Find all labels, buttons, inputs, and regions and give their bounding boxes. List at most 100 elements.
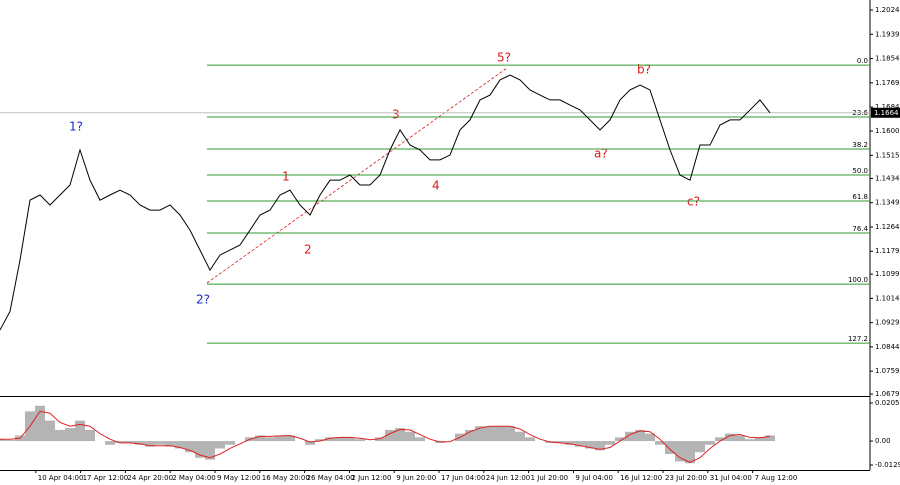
wave-label: c?	[687, 195, 700, 209]
macd-bar	[745, 439, 755, 442]
macd-bar	[145, 441, 155, 447]
y-tick-label: 1.1515	[875, 151, 900, 159]
y-tick-label: 1.1939	[875, 30, 900, 38]
macd-bar	[575, 441, 585, 447]
macd-bar	[305, 441, 315, 445]
x-tick-label: 9 May 12:00	[217, 474, 261, 482]
macd-bar	[645, 433, 655, 442]
macd-bar	[595, 441, 605, 451]
y-tick-label: 1.0679	[875, 390, 900, 398]
y-tick-label: 1.2024	[875, 6, 900, 14]
y-tick-label: 1.0844	[875, 343, 900, 351]
macd-bar	[525, 437, 535, 442]
macd-bar	[505, 426, 515, 442]
macd-bar	[635, 429, 645, 442]
macd-bar	[685, 441, 695, 464]
macd-bar	[415, 437, 425, 442]
macd-bar	[615, 437, 625, 442]
y-tick-label: 1.1769	[875, 79, 900, 87]
fib-label: 0.0	[857, 57, 868, 65]
macd-bar	[35, 405, 45, 442]
macd-bar	[115, 441, 125, 443]
x-tick-label: 26 May 04:00	[307, 474, 355, 482]
y-tick-label: 1.1349	[875, 199, 900, 207]
x-tick-label: 24 Jun 12:00	[486, 474, 530, 482]
wave-label: 2	[304, 243, 312, 257]
x-tick-label: 7 Aug 12:00	[755, 474, 798, 482]
x-tick-label: 2 May 04:00	[172, 474, 216, 482]
y-tick-label: 1.1854	[875, 55, 900, 63]
macd-bar	[675, 441, 685, 462]
y-tick-label: 1.1179	[875, 247, 900, 255]
x-tick-label: 17 Jun 04:00	[441, 474, 485, 482]
macd-bar	[585, 441, 595, 449]
y-tick-label: 1.1099	[875, 270, 900, 278]
macd-bar	[465, 429, 475, 442]
x-tick-label: 24 Apr 20:00	[127, 474, 173, 482]
macd-bar	[395, 428, 405, 442]
y-tick-label: 1.1684	[875, 103, 900, 111]
fib-label: 61.8	[852, 193, 868, 201]
fib-label: 50.0	[852, 167, 868, 175]
macd-bar	[755, 437, 765, 442]
y-tick-label: 1.0759	[875, 367, 900, 375]
macd-bar	[485, 426, 495, 442]
macd-bar	[215, 441, 225, 449]
macd-bar	[715, 437, 725, 442]
wave-label: 1	[282, 170, 290, 184]
y-tick-label: 1.0929	[875, 319, 900, 327]
x-tick-label: 9 Jun 20:00	[396, 474, 436, 482]
macd-bar	[165, 441, 175, 447]
y-tick-label: 1.1014	[875, 294, 900, 302]
macd-bar	[175, 441, 185, 449]
macd-bar	[65, 428, 75, 442]
wave-label: 3	[392, 108, 400, 122]
macd-bar	[475, 426, 485, 442]
macd-bar	[285, 435, 295, 442]
macd-bar	[495, 426, 505, 442]
macd-bar	[335, 437, 345, 442]
macd-bar	[555, 441, 565, 443]
macd-bar	[225, 441, 235, 445]
macd-bar	[0, 439, 5, 442]
macd-bar	[105, 441, 115, 445]
x-tick-label: 10 Apr 04:00	[38, 474, 84, 482]
macd-bar	[155, 441, 165, 445]
y-tick-label: 1.1434	[875, 174, 900, 182]
macd-bar	[655, 441, 665, 445]
fib-label: 38.2	[852, 141, 868, 149]
price-box	[871, 107, 900, 118]
macd-bar	[515, 431, 525, 442]
wave-label: 4	[432, 179, 440, 193]
macd-bar	[625, 431, 635, 442]
macd-bar	[265, 437, 275, 442]
macd-bar	[345, 437, 355, 442]
macd-bar	[705, 441, 715, 445]
current-price: 1.1664	[874, 109, 899, 117]
macd-bar	[565, 441, 575, 445]
macd-bar	[45, 420, 55, 442]
macd-bar	[125, 441, 135, 443]
x-tick-label: 9 Jul 04:00	[575, 474, 613, 482]
y-tick-label: 1.1600	[875, 127, 900, 135]
macd-bar	[725, 433, 735, 442]
macd-bar	[195, 441, 205, 458]
y-tick-label: 0.00	[875, 437, 891, 445]
wave-label: b?	[637, 63, 651, 77]
macd-bar	[695, 441, 705, 453]
macd-bar	[135, 441, 145, 445]
x-tick-label: 23 Jul 20:00	[665, 474, 707, 482]
x-tick-label: 2 Jun 12:00	[351, 474, 391, 482]
x-tick-label: 31 Jul 04:00	[710, 474, 752, 482]
macd-bar	[85, 429, 95, 442]
x-tick-label: 16 Jul 12:00	[620, 474, 662, 482]
macd-bar	[325, 437, 335, 442]
fib-label: 127.2	[848, 335, 868, 343]
wave-label: a?	[594, 147, 608, 161]
macd-bar	[75, 420, 85, 442]
macd-bar	[765, 435, 775, 442]
fib-label: 76.4	[852, 225, 868, 233]
macd-bar	[665, 441, 675, 455]
